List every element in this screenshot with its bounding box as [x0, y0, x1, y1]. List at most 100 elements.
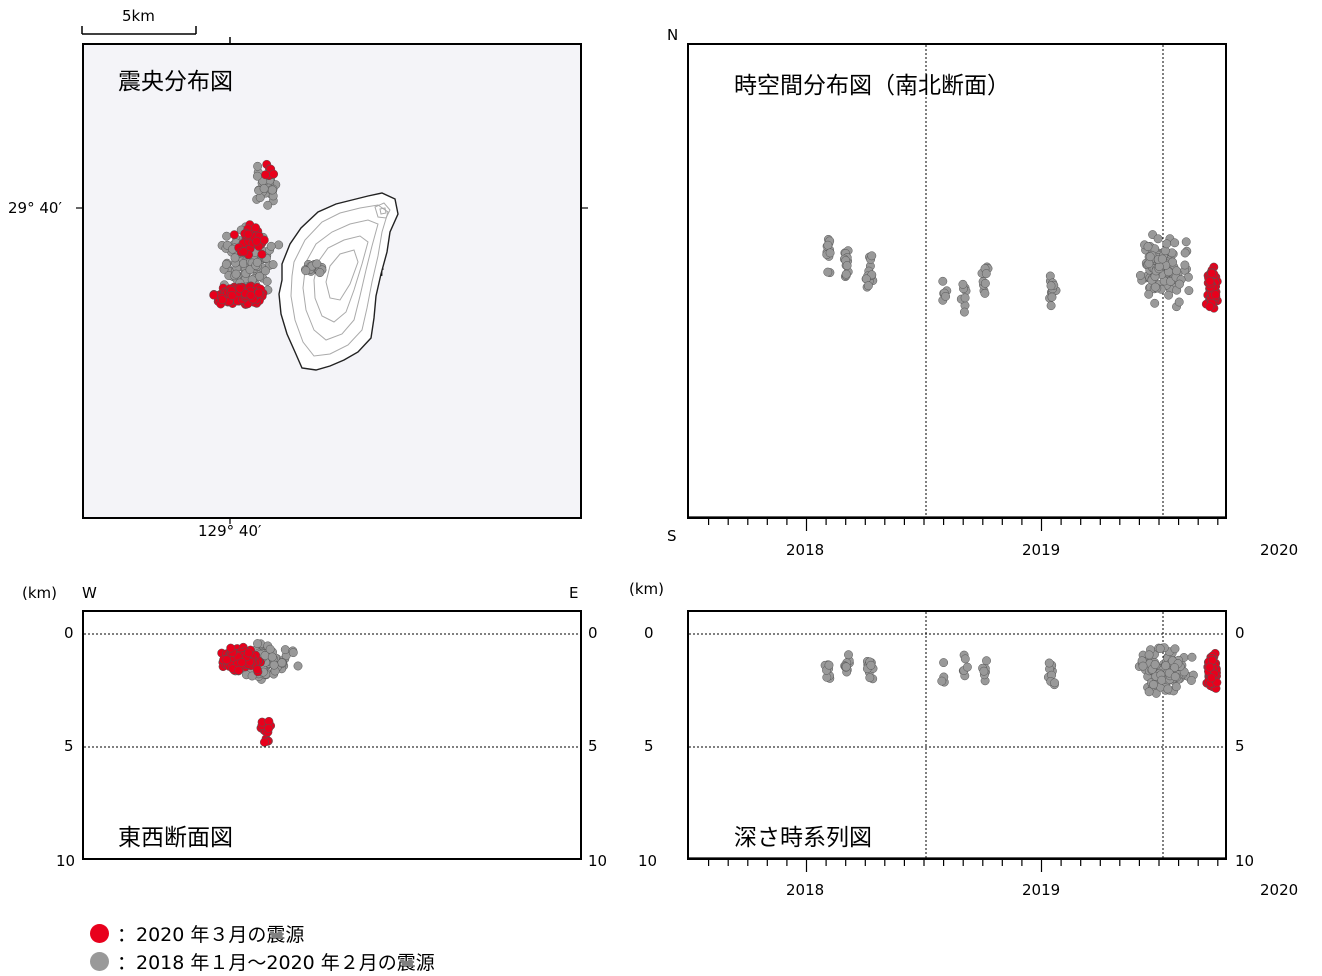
epicenter-dot-red	[239, 247, 249, 257]
dt-dot-gray	[960, 654, 970, 664]
epicenter-dot-red	[209, 290, 219, 300]
ts-dot-gray	[1164, 290, 1174, 300]
ts-dot-gray	[1135, 270, 1145, 280]
dt-dot-gray	[1157, 675, 1167, 685]
epicenter-dot-gray	[312, 259, 322, 269]
ew-section-title: 東西断面図	[118, 825, 233, 851]
dt-dot-gray	[1150, 660, 1160, 670]
epicenter-dot-gray	[263, 200, 273, 210]
longitude-label: 129° 40′	[198, 522, 262, 540]
epicenter-dot-red	[235, 283, 245, 293]
dt-dot-gray	[844, 650, 853, 660]
ts-dot-gray	[1175, 279, 1184, 289]
ts-dot-gray	[1170, 238, 1180, 248]
hypocenter-dots	[209, 159, 1222, 747]
dt-dot-gray	[1171, 682, 1181, 692]
ts-dot-gray	[841, 269, 851, 279]
ew-dot-red	[237, 658, 247, 667]
epicenter-dot-gray	[259, 184, 269, 194]
epicenter-dot-gray	[221, 259, 231, 269]
ts-dot-gray	[1174, 297, 1184, 307]
scale-bar	[81, 26, 231, 43]
dt-dot-gray	[1170, 672, 1180, 682]
legend-red-label: ：2020 年３月の震源	[117, 924, 305, 946]
ew-dot-red	[234, 665, 244, 675]
dt-depth-right-0: 0	[1235, 624, 1245, 642]
epicenter-dot-gray	[262, 276, 272, 286]
dt-depth-right-5: 5	[1235, 737, 1245, 755]
dt-dot-gray	[962, 662, 972, 672]
ew-dot-red	[264, 724, 274, 733]
ts-dot-gray	[1047, 292, 1057, 302]
south-label: S	[667, 527, 677, 545]
ts-dot-gray	[863, 281, 873, 291]
epicenter-dot-gray	[267, 185, 277, 195]
ts-dot-gray	[823, 267, 833, 277]
epicenter-dot-gray	[253, 161, 263, 171]
ts-dot-red	[1205, 276, 1215, 286]
ts-dot-gray	[1153, 234, 1163, 244]
ts-dot-gray	[1150, 298, 1160, 308]
ts-dot-gray	[1144, 289, 1154, 299]
epicenter-dot-red	[217, 295, 227, 305]
epicenter-dot-gray	[222, 231, 232, 241]
epicenter-dot-red	[269, 169, 279, 179]
ew-depth-lines	[84, 633, 580, 748]
epicenter-dot-red	[261, 170, 270, 180]
dt-dot-gray	[1161, 661, 1171, 671]
ts-dot-gray	[1181, 237, 1191, 247]
time-space-title: 時空間分布図（南北断面）	[734, 73, 1010, 99]
ew-dot-gray	[293, 661, 303, 671]
ts-year-label-2018: 2018	[786, 541, 825, 559]
dt-dot-gray	[841, 662, 851, 672]
depth-time-panel	[687, 610, 1227, 860]
dt-dot-gray	[1044, 658, 1054, 668]
ew-dot-gray	[288, 648, 298, 658]
latitude-label: 29° 40′	[8, 199, 62, 217]
dt-dot-gray	[1170, 663, 1180, 673]
epicenter-dot-red	[229, 230, 239, 240]
ts-year-label-2019: 2019	[1022, 541, 1061, 559]
epicenter-dot-gray	[255, 271, 264, 281]
ts-dot-gray	[941, 291, 951, 301]
dt-dot-gray	[1144, 650, 1154, 660]
dt-dot-gray	[1170, 644, 1180, 654]
legend-gray-dot	[90, 952, 109, 971]
dt-dot-gray	[982, 656, 991, 666]
ew-depth-left-5: 5	[64, 737, 74, 755]
island-contours	[290, 202, 391, 357]
epicenter-dot-red	[257, 249, 267, 259]
ew-dot-red	[259, 737, 269, 747]
ew-depth-right-0: 0	[588, 624, 598, 642]
dt-depth-left-5: 5	[644, 737, 654, 755]
ts-dot-gray	[1172, 266, 1181, 276]
epicenter-dot-gray	[230, 253, 240, 263]
ts-dot-red	[1205, 302, 1215, 312]
epicenter-dot-gray	[274, 240, 284, 250]
ew-unit-label: (km)	[22, 584, 58, 602]
ts-dot-gray	[1184, 286, 1194, 296]
depth-time-title: 深さ時系列図	[734, 825, 872, 851]
ts-dot-gray	[1046, 301, 1056, 311]
ts-dot-gray	[823, 240, 833, 250]
ts-dot-gray	[960, 293, 970, 303]
ew-dot-red	[244, 648, 253, 658]
dt-dot-gray	[979, 666, 989, 676]
ew-depth-right-5: 5	[588, 737, 598, 755]
epicenter-dot-red	[251, 223, 261, 233]
epicenter-dot-gray	[261, 266, 270, 276]
epicenter-dot-gray	[268, 260, 278, 270]
ts-dot-gray	[959, 307, 969, 317]
ew-depth-left-10: 10	[56, 852, 76, 870]
ew-depth-left-0: 0	[64, 624, 74, 642]
dt-dot-gray	[865, 673, 875, 683]
dt-dot-gray	[939, 658, 949, 668]
dt-dot-gray	[937, 676, 947, 686]
epicenter-dot-red	[243, 229, 253, 239]
north-label: N	[667, 26, 679, 44]
island-outline	[278, 192, 399, 371]
dt-grid-lines	[689, 612, 1225, 858]
map-graticule-ticks	[76, 207, 588, 524]
ew-dot-gray	[280, 645, 290, 655]
ts-dot-gray	[1162, 239, 1172, 249]
